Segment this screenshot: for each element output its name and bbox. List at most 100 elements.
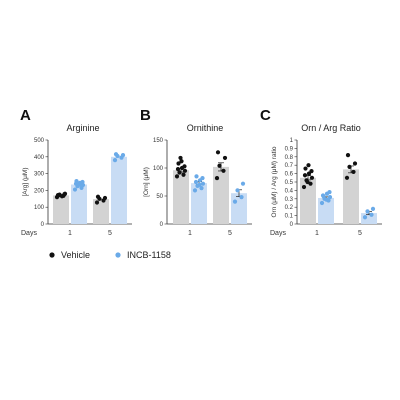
y-tick-label: 0.6	[285, 172, 294, 178]
y-tick-label: 0	[160, 222, 164, 228]
legend-label-vehicle: Vehicle	[61, 250, 90, 260]
data-point	[215, 150, 221, 155]
bar-vehicle-day-5	[213, 166, 229, 224]
data-point	[77, 182, 82, 187]
panel-c-letter: C	[260, 107, 271, 124]
data-point	[199, 186, 204, 191]
data-point	[214, 175, 220, 181]
data-point	[179, 159, 184, 164]
y-tick-label: 150	[153, 138, 164, 144]
data-point	[182, 164, 187, 169]
data-point	[302, 173, 308, 178]
y-tick-label: 100	[153, 166, 164, 172]
panel-a-title: Arginine	[66, 123, 99, 133]
data-point	[239, 195, 244, 200]
y-tick-label: 0.1	[285, 214, 294, 220]
data-point	[56, 193, 61, 198]
data-point	[240, 181, 246, 186]
y-tick-label: 0.7	[285, 163, 294, 169]
panel-c: C Orn / Arg Ratio Orn (μM) / Arg (μM) ra…	[260, 107, 382, 237]
data-point	[112, 158, 118, 163]
bar-vehicle-day-1	[173, 170, 189, 224]
data-point	[369, 212, 374, 217]
y-tick-label: 1	[290, 138, 294, 144]
data-point	[95, 194, 101, 199]
data-point	[217, 163, 222, 168]
data-point	[113, 152, 119, 157]
data-point	[347, 164, 352, 169]
data-point	[324, 197, 329, 202]
data-point	[80, 179, 85, 185]
data-point	[194, 174, 199, 179]
data-point	[305, 179, 310, 185]
data-point	[178, 155, 183, 161]
data-point	[94, 200, 100, 205]
data-point	[309, 175, 315, 180]
data-point	[74, 179, 79, 184]
data-point	[175, 167, 181, 172]
data-point	[365, 209, 370, 214]
data-point	[200, 175, 205, 181]
data-point	[319, 200, 325, 206]
data-point	[72, 187, 78, 192]
data-point	[193, 179, 199, 185]
data-point	[222, 155, 228, 161]
data-point	[197, 182, 202, 187]
data-point	[351, 169, 356, 175]
data-point	[176, 161, 181, 166]
panel-b-letter: B	[140, 107, 151, 124]
data-point	[345, 153, 351, 158]
data-point	[182, 168, 188, 173]
y-tick-label: 200	[34, 188, 45, 194]
y-tick-label: 300	[34, 172, 45, 178]
y-tick-label: 0.4	[285, 188, 294, 194]
data-point	[321, 194, 326, 199]
data-point	[200, 181, 206, 186]
x-axis-days-label: Days	[270, 230, 286, 237]
data-point	[62, 191, 67, 197]
data-point	[309, 168, 314, 174]
panel-c-title: Orn / Arg Ratio	[301, 123, 361, 133]
panel-a: A Arginine [Arg] (μM) 0 100 200 300 400 500 1 5…	[20, 107, 132, 237]
data-point	[102, 195, 108, 201]
y-tick-label: 0.3	[285, 197, 294, 203]
y-tick-label: 0.9	[285, 146, 294, 152]
bar-vehicle-day-5	[93, 199, 109, 224]
x-tick-label-day-1: 1	[68, 230, 72, 237]
y-tick-label: 100	[34, 205, 45, 211]
data-point	[301, 184, 307, 190]
x-tick-label-day-1: 1	[315, 230, 319, 237]
x-tick-label-day-5: 5	[358, 230, 362, 237]
panel-a-plot: 0 100 200 300 400 500 1 5 Days	[21, 138, 132, 237]
y-tick-label: 0	[41, 222, 45, 228]
data-point	[327, 189, 332, 195]
data-point	[344, 175, 350, 180]
x-tick-label-day-5: 5	[228, 230, 232, 237]
data-point	[327, 195, 333, 200]
panel-a-ylabel: [Arg] (μM)	[22, 167, 29, 196]
x-tick-label-day-5: 5	[108, 230, 112, 237]
y-tick-label: 0.2	[285, 205, 294, 211]
legend: Vehicle INCB-1158	[49, 250, 171, 260]
bar-incb-1158-day-5	[111, 156, 127, 224]
bar-incb-1158-day-1	[71, 184, 87, 224]
data-point	[177, 170, 182, 175]
x-tick-label-day-1: 1	[188, 230, 192, 237]
y-tick-label: 0	[290, 222, 294, 228]
data-point	[235, 188, 240, 193]
legend-marker-incb-1158	[115, 252, 121, 258]
bar-incb-1158-day-5	[231, 193, 247, 224]
panel-c-ylabel: Orn (μM) / Arg (μM) ratio	[271, 146, 278, 217]
data-point	[232, 199, 238, 204]
panel-b-ylabel: [Orn] (μM)	[143, 167, 150, 197]
legend-label-incb-1158: INCB-1158	[127, 250, 171, 260]
data-point	[221, 168, 226, 173]
panel-c-plot: 0 0.1 0.2 0.3 0.4 0.5 0.6 0.7 0.8 0.9 1 1 5 Days	[270, 138, 382, 237]
data-point	[352, 161, 358, 166]
data-point	[181, 172, 186, 177]
panel-b-title: Ornithine	[187, 123, 224, 133]
y-tick-label: 0.8	[285, 155, 294, 161]
data-point	[303, 166, 308, 171]
bar-incb-1158-day-1	[191, 183, 207, 224]
